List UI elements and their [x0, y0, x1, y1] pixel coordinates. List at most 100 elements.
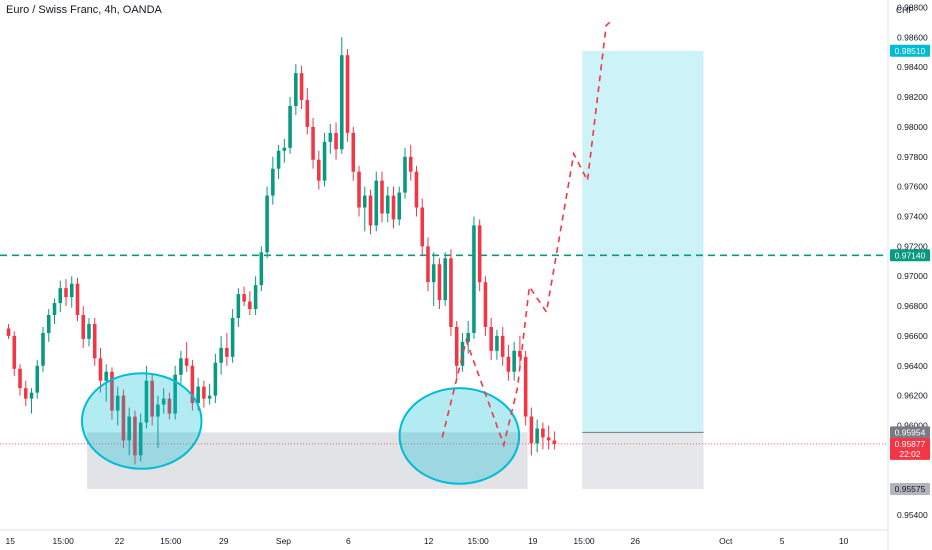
candle[interactable] — [357, 165, 361, 217]
candle[interactable] — [184, 341, 189, 372]
candle[interactable] — [460, 332, 465, 372]
candle[interactable] — [207, 383, 212, 405]
candle[interactable] — [127, 407, 131, 456]
candle[interactable] — [121, 389, 126, 448]
candle[interactable] — [512, 341, 516, 381]
candle[interactable] — [98, 347, 103, 393]
candle[interactable] — [541, 422, 545, 450]
candle[interactable] — [368, 189, 373, 235]
candle[interactable] — [87, 318, 91, 347]
candle[interactable] — [311, 117, 315, 169]
candle[interactable] — [18, 364, 22, 396]
candle[interactable] — [41, 326, 45, 372]
candle[interactable] — [322, 132, 327, 187]
candle[interactable] — [265, 186, 269, 259]
candle[interactable] — [420, 198, 425, 256]
price-axis[interactable]: 0.98800 0.98600 0.98400 0.98200 0.98000 0.978… — [897, 2, 928, 520]
candle[interactable] — [29, 388, 34, 414]
candle[interactable] — [288, 97, 292, 154]
candle[interactable] — [351, 126, 356, 181]
candle[interactable] — [466, 320, 470, 354]
candle[interactable] — [144, 365, 149, 429]
candle[interactable] — [156, 395, 160, 448]
position-stop-zone[interactable] — [582, 432, 704, 489]
candle[interactable] — [64, 279, 68, 307]
candle[interactable] — [161, 388, 166, 414]
candle[interactable] — [414, 165, 419, 217]
candle[interactable] — [431, 252, 436, 307]
candle[interactable] — [6, 323, 11, 339]
candle[interactable] — [523, 350, 528, 426]
candle[interactable] — [230, 309, 235, 363]
candle[interactable] — [443, 252, 447, 307]
candle[interactable] — [271, 156, 275, 205]
highlight-circle[interactable] — [398, 387, 521, 485]
candle[interactable] — [150, 374, 154, 426]
candle[interactable] — [46, 309, 51, 342]
candle[interactable] — [403, 147, 407, 199]
candle[interactable] — [190, 359, 195, 411]
candle[interactable] — [334, 122, 338, 160]
candle[interactable] — [546, 425, 551, 450]
time-axis[interactable]: 15 15:00 22 15:00 29 Sep 6 12 15:00 19 15:00 26 Oct 5… — [6, 536, 849, 546]
candle[interactable] — [385, 186, 390, 223]
candle[interactable] — [282, 138, 287, 163]
candle[interactable] — [328, 123, 333, 154]
candle[interactable] — [253, 276, 258, 316]
candle[interactable] — [345, 49, 350, 142]
candle[interactable] — [173, 365, 177, 420]
candle[interactable] — [397, 186, 402, 226]
candle[interactable] — [167, 392, 172, 420]
candle[interactable] — [52, 298, 57, 324]
candle[interactable] — [535, 419, 539, 453]
candle[interactable] — [495, 329, 499, 360]
candle[interactable] — [489, 318, 493, 360]
highlight-circle[interactable] — [80, 372, 203, 470]
candle[interactable] — [506, 344, 511, 381]
candle[interactable] — [75, 277, 80, 321]
candle[interactable] — [179, 350, 183, 384]
candle[interactable] — [362, 186, 367, 232]
candle[interactable] — [518, 335, 522, 366]
candle[interactable] — [305, 88, 310, 135]
candle[interactable] — [276, 144, 281, 180]
candle[interactable] — [225, 332, 229, 366]
candle[interactable] — [69, 276, 74, 308]
candle[interactable] — [529, 407, 534, 456]
candle[interactable] — [294, 64, 298, 115]
candle[interactable] — [483, 276, 488, 336]
candle[interactable] — [133, 410, 137, 465]
candle[interactable] — [449, 249, 453, 336]
candle[interactable] — [380, 171, 384, 223]
candle[interactable] — [81, 306, 86, 348]
candle[interactable] — [408, 144, 413, 181]
candle[interactable] — [219, 335, 223, 375]
candle[interactable] — [138, 413, 143, 462]
candle[interactable] — [340, 37, 344, 154]
candle[interactable] — [236, 288, 241, 327]
candle[interactable] — [472, 216, 476, 339]
candle[interactable] — [299, 65, 304, 109]
candle[interactable] — [437, 258, 442, 310]
candle[interactable] — [202, 380, 206, 408]
candle[interactable] — [248, 291, 252, 316]
position-target-zone[interactable] — [582, 50, 704, 433]
plot-area[interactable] — [0, 18, 888, 489]
candle[interactable] — [23, 380, 28, 407]
candle[interactable] — [110, 367, 114, 420]
candle[interactable] — [115, 386, 120, 426]
candle[interactable] — [552, 431, 557, 450]
candle[interactable] — [477, 219, 482, 292]
candle[interactable] — [426, 237, 430, 292]
candle[interactable] — [242, 286, 246, 307]
candle[interactable] — [317, 150, 321, 190]
candle[interactable] — [35, 359, 40, 399]
candle[interactable] — [500, 326, 505, 366]
candle[interactable] — [454, 320, 459, 378]
candle[interactable] — [58, 280, 63, 313]
candle[interactable] — [374, 171, 379, 232]
projection-path[interactable] — [441, 18, 614, 448]
candle[interactable] — [391, 186, 396, 229]
candle[interactable] — [259, 246, 264, 292]
